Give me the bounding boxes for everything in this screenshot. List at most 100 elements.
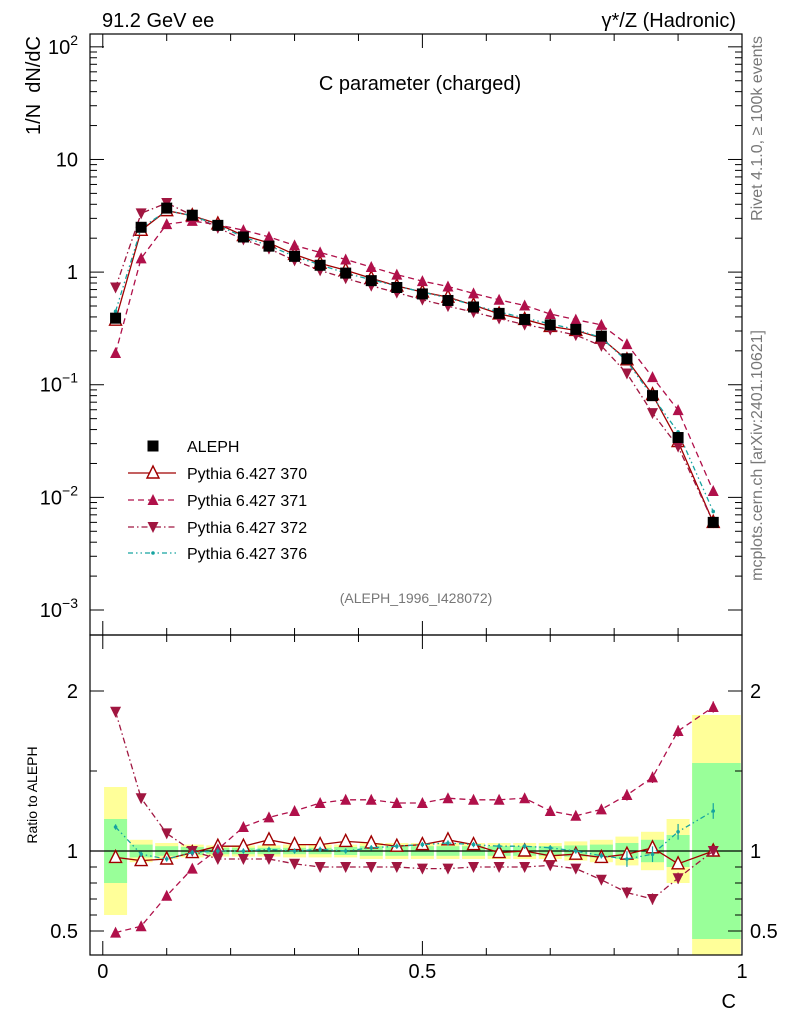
ratio-point [420, 842, 425, 847]
data-point [340, 253, 352, 265]
ratio-point [519, 862, 531, 873]
aleph-data-point [442, 294, 454, 306]
aleph-data-point [519, 313, 531, 325]
ratio-point [621, 789, 633, 800]
ratio-point [365, 862, 377, 873]
ratio-point [263, 811, 275, 823]
ratio-tick-label-left: 1 [67, 841, 78, 863]
data-point [493, 293, 505, 305]
ratio-point [186, 862, 198, 874]
data-point [391, 268, 403, 280]
y-tick-label: 10−1 [40, 370, 78, 397]
legend-label: Pythia 6.427 372 [187, 520, 307, 537]
ratio-point [707, 846, 719, 857]
ratio-point [391, 797, 403, 808]
ratio-point [237, 821, 249, 832]
ratio-point [164, 857, 169, 861]
ratio-uncertainty-bands [90, 715, 742, 955]
ratio-point [416, 797, 428, 808]
aleph-data-point [621, 353, 633, 365]
data-point [161, 218, 173, 230]
y-tick-label: 102 [48, 32, 78, 59]
analysis-id: (ALEPH_1996_I428072) [340, 590, 493, 606]
y-tick-base: 10 [40, 600, 62, 622]
data-point [711, 509, 716, 514]
ratio-point [544, 805, 556, 816]
y-tick-label: 10−2 [40, 482, 78, 509]
ratio-point [446, 841, 450, 845]
data-point [365, 261, 377, 273]
ratio-point [314, 862, 326, 873]
ratio-tick-label-right: 2 [750, 681, 761, 703]
y-axis-label: 1/N dN/dC [23, 36, 45, 135]
ratio-tick-label-left: 0.5 [50, 921, 78, 943]
ratio-point [621, 887, 633, 899]
ratio-point [468, 793, 480, 805]
data-point [416, 275, 428, 287]
aleph-data-point [647, 390, 659, 402]
ratio-point [289, 805, 301, 816]
ratio-point [261, 831, 277, 846]
ratio-point [134, 852, 149, 867]
y-tick-base: 10 [48, 37, 70, 59]
ratio-point [267, 847, 271, 852]
y-tick-exponent: 2 [70, 32, 78, 48]
ratio-point [139, 852, 143, 856]
ratio-point [711, 809, 716, 813]
ratio-point [647, 771, 659, 783]
ratio-point [519, 792, 531, 804]
ratio-plot-series [108, 701, 721, 938]
y-tick-base: 10 [40, 487, 62, 509]
data-point [544, 307, 556, 319]
ratio-point [672, 725, 684, 736]
aleph-data-point [365, 275, 377, 287]
x-tick-label: 1 [736, 961, 747, 983]
data-point [442, 280, 454, 292]
y-tick-exponent: −1 [62, 370, 78, 386]
legend-marker [151, 551, 155, 555]
chart-title: C parameter (charged) [319, 73, 521, 95]
aleph-data-point [186, 209, 198, 221]
data-point [519, 299, 531, 311]
ratio-point [595, 803, 607, 815]
ratio-point [707, 701, 719, 712]
y-tick-base: 10 [40, 375, 62, 397]
aleph-data-point [110, 312, 122, 324]
ratio-point [650, 852, 655, 856]
legend-marker [147, 522, 159, 533]
ratio-point [416, 863, 428, 875]
ratio-point [391, 862, 403, 873]
ratio-point [292, 849, 297, 853]
ratio-point [672, 873, 684, 885]
ratio-point [544, 860, 556, 872]
ratio-line [115, 706, 714, 934]
aleph-data-point [672, 432, 684, 444]
aleph-data-point [391, 281, 403, 293]
aleph-data-point [135, 221, 147, 233]
data-point [707, 484, 719, 496]
ratio-point [237, 854, 249, 865]
aleph-data-point [570, 323, 582, 335]
ratio-point [289, 858, 301, 870]
aleph-data-point [707, 516, 719, 528]
x-axis-label: C [722, 991, 736, 1013]
ratio-point [338, 832, 353, 848]
ratio-point [318, 847, 322, 852]
legend-label: Pythia 6.427 371 [187, 493, 307, 510]
x-tick-label: 0 [97, 961, 108, 983]
ratio-point [468, 862, 480, 873]
ratio-point [570, 809, 582, 821]
data-point [621, 338, 633, 350]
data-point [570, 313, 582, 325]
aleph-data-point [314, 259, 326, 271]
ratio-point [595, 874, 607, 886]
ratio-line [114, 711, 714, 900]
aleph-data-point [493, 307, 505, 319]
legend-label: Pythia 6.427 376 [187, 546, 307, 563]
ratio-point [395, 844, 399, 848]
ratio-point [108, 848, 123, 864]
ratio-point [676, 830, 680, 834]
ratio-point [343, 849, 348, 853]
ratio-plot-frame [89, 634, 743, 956]
